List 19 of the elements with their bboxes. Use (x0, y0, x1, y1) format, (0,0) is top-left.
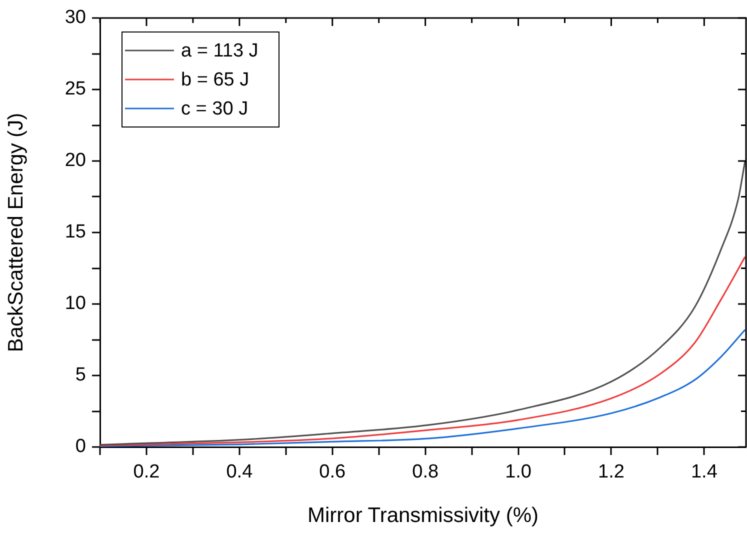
legend-label: c = 30 J (181, 98, 248, 120)
x-tick-label: 0.2 (133, 462, 160, 483)
y-tick-label: 20 (64, 150, 86, 172)
y-axis-title: BackScattered Energy (J) (4, 112, 28, 352)
y-tick-label: 30 (64, 7, 86, 28)
x-axis-title: Mirror Transmissivity (%) (308, 504, 538, 528)
x-tick-label: 0.4 (226, 462, 254, 483)
x-tick-label: 1.0 (505, 462, 532, 483)
y-tick-label: 10 (64, 293, 86, 314)
legend-label: b = 65 J (181, 70, 250, 91)
legend-label: a = 113 J (181, 40, 258, 62)
x-tick-label: 0.6 (319, 462, 346, 483)
y-tick-label: 15 (64, 222, 86, 243)
y-tick-label: 0 (75, 436, 86, 458)
x-tick-label: 1.4 (690, 462, 718, 483)
x-tick-label: 1.2 (598, 462, 624, 483)
x-tick-label: 0.8 (412, 462, 439, 483)
y-tick-label: 25 (64, 78, 86, 100)
y-tick-label: 5 (75, 364, 86, 386)
